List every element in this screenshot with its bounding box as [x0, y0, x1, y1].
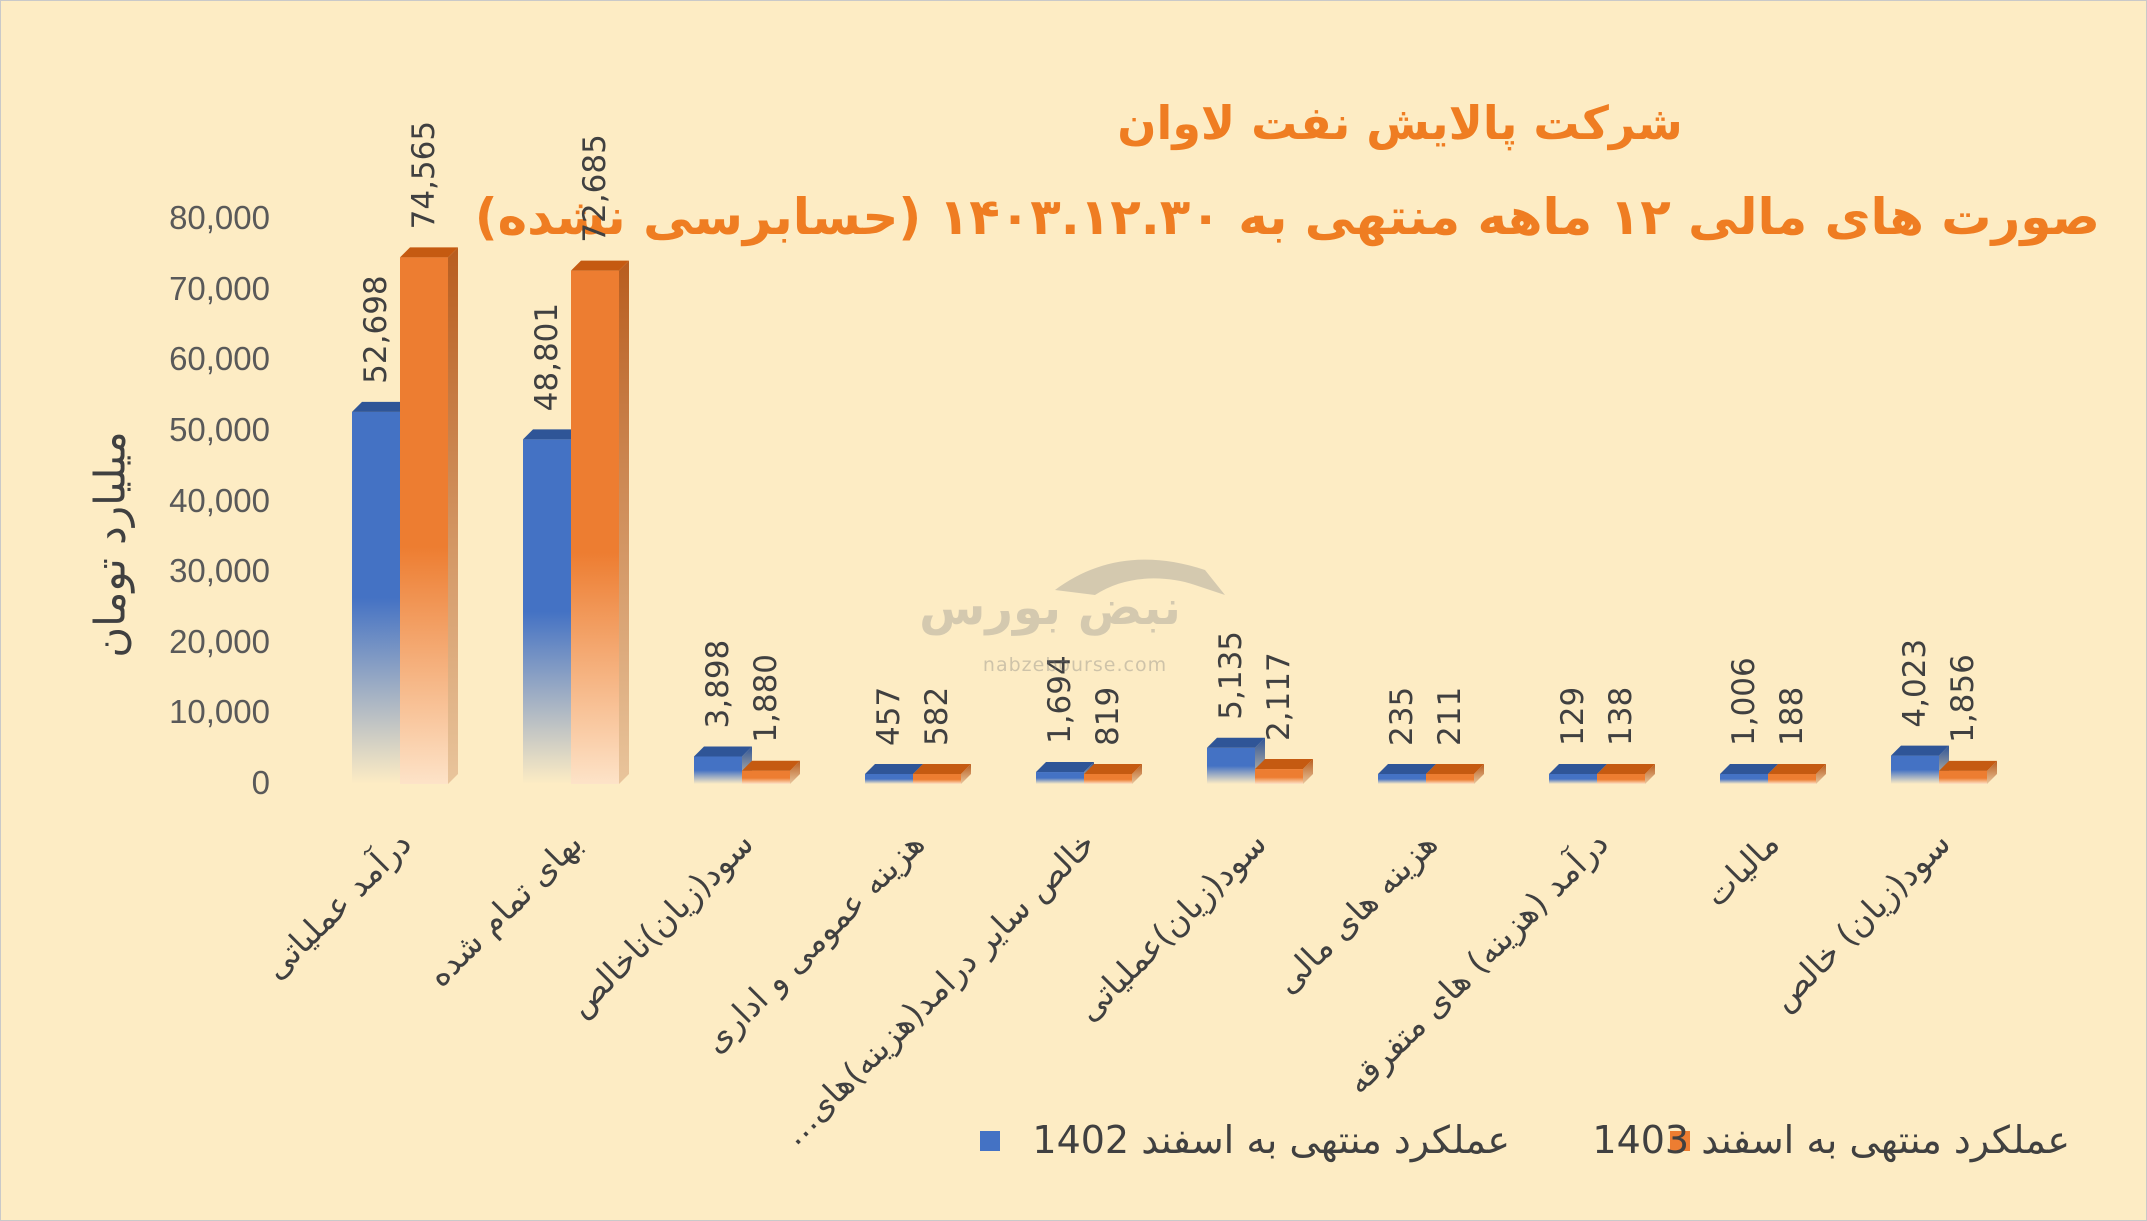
data-label: 1,856 [1945, 654, 1981, 743]
bar-1403 [1255, 759, 1313, 784]
data-label: 457 [871, 687, 907, 746]
legend-item-1402: عملکرد منتهی به اسفند 1402 [1032, 1118, 1510, 1162]
data-label: 129 [1555, 687, 1591, 746]
data-label: 819 [1090, 687, 1126, 746]
data-label: 1,880 [748, 654, 784, 743]
data-label: 138 [1603, 687, 1639, 746]
data-label: 4,023 [1897, 639, 1933, 728]
data-label: 582 [919, 687, 955, 746]
legend-item-1403: عملکرد منتهی به اسفند 1403 [1592, 1118, 2070, 1162]
bar-1403 [1426, 764, 1484, 784]
bar-1403 [400, 247, 458, 785]
y-tick-label: 20,000 [169, 622, 270, 660]
y-tick-label: 30,000 [169, 552, 270, 590]
y-tick-label: 10,000 [169, 693, 270, 731]
watermark-url: nabzebourse.com [982, 654, 1168, 676]
y-tick-label: 60,000 [169, 340, 270, 378]
y-tick-label: 70,000 [169, 269, 270, 307]
chart-subtitle: صورت های مالی ۱۲ ماهه منتهی به ۱۴۰۳.۱۲.۳… [474, 188, 2100, 246]
watermark-brand: نبض بورس [919, 580, 1181, 636]
y-tick-label: 0 [251, 764, 270, 801]
y-tick-label: 80,000 [169, 199, 270, 236]
data-label: 3,898 [700, 640, 736, 729]
legend-swatch-1402 [980, 1131, 1000, 1151]
data-label: 52,698 [358, 275, 394, 383]
bar-1403 [1084, 764, 1142, 784]
data-label: 5,135 [1213, 631, 1249, 720]
data-label: 1,006 [1726, 657, 1762, 746]
data-label: 2,117 [1261, 652, 1297, 741]
data-label: 74,565 [406, 121, 442, 229]
data-label: 211 [1432, 687, 1468, 746]
data-label: 72,685 [577, 134, 613, 242]
data-label: 188 [1774, 687, 1810, 746]
data-label: 48,801 [529, 303, 565, 411]
bar-1403 [1939, 760, 1997, 784]
bar-1403 [913, 764, 971, 784]
data-label: 1,694 [1042, 655, 1078, 744]
bar-1403 [571, 260, 629, 784]
y-tick-label: 40,000 [169, 481, 270, 519]
bar-1403 [1597, 764, 1655, 784]
legend-swatch-1403 [1670, 1131, 1690, 1151]
bar-1403 [742, 760, 800, 784]
data-label: 235 [1384, 687, 1420, 746]
bar-1403 [1768, 764, 1826, 784]
watermark-logo: نبض بورس nabzebourse.com [905, 550, 1245, 680]
chart-title: شرکت پالایش نفت لاوان [1117, 96, 1683, 150]
y-tick-label: 50,000 [169, 410, 270, 448]
